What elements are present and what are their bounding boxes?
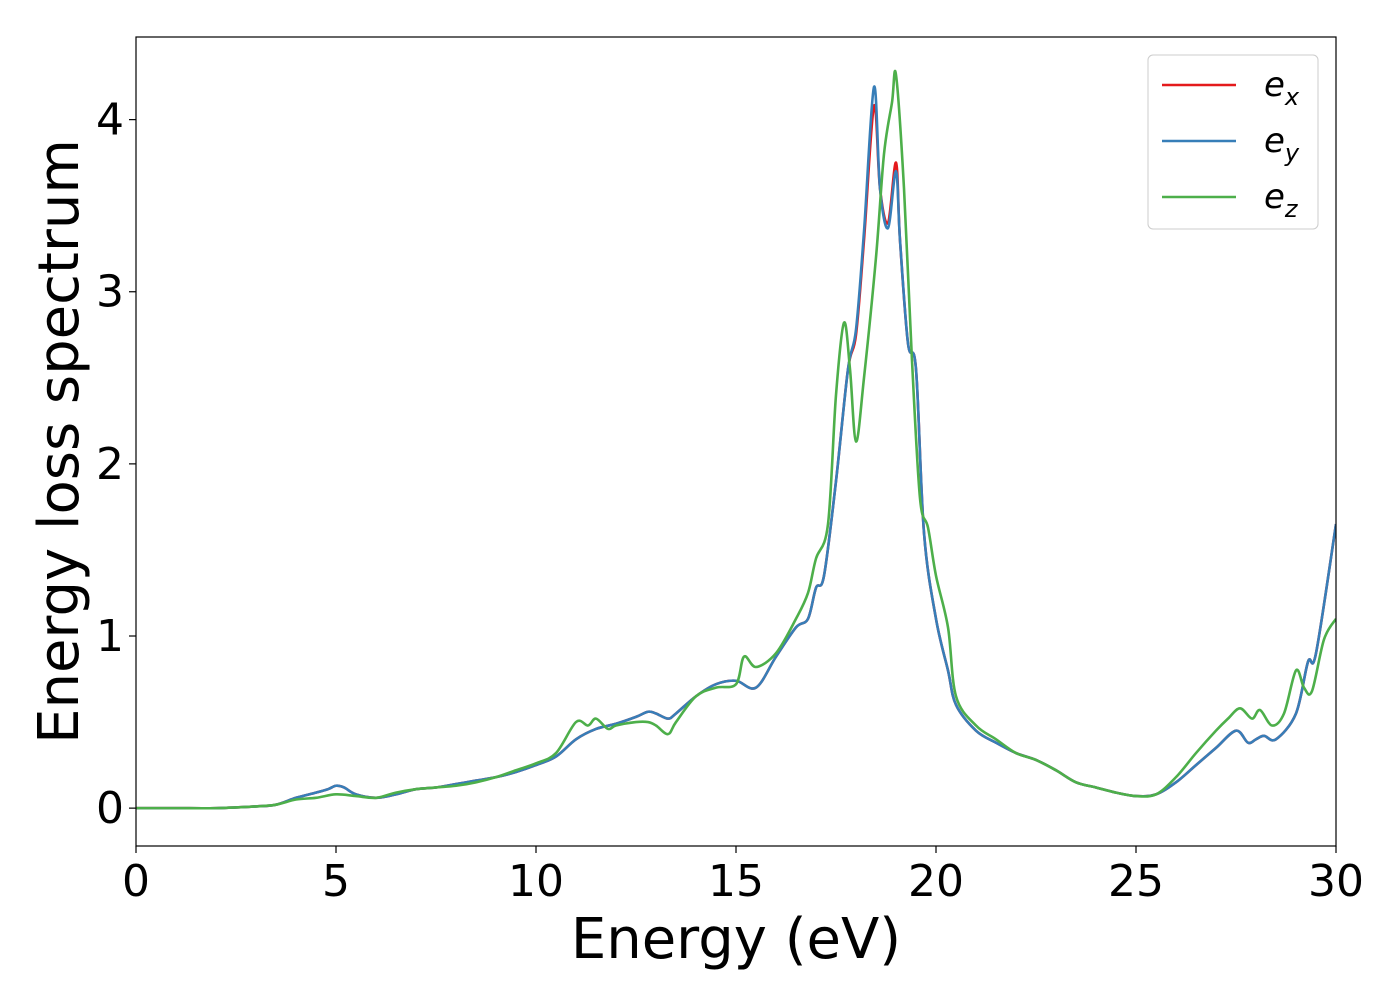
y-axis-title: Energy loss spectrum: [27, 139, 92, 744]
y-tick-label: 1: [96, 611, 124, 662]
y-tick-label: 2: [96, 439, 124, 490]
x-tick-label: 25: [1108, 856, 1164, 907]
x-tick-label: 20: [908, 856, 964, 907]
x-tick-label: 30: [1308, 856, 1364, 907]
x-tick-label: 0: [122, 856, 150, 907]
y-tick-label: 3: [96, 267, 124, 318]
legend-label-z: ez: [1264, 177, 1299, 223]
legend-label-x: ex: [1264, 65, 1300, 111]
series-line-e-z: [136, 69, 1336, 810]
ticks-layer: 0 5 10 15 20 25 30 0 1 2 3 4: [96, 95, 1364, 907]
x-tick-label: 15: [708, 856, 764, 907]
legend-label-y: ey: [1264, 121, 1300, 167]
x-tick-label: 10: [508, 856, 564, 907]
series-layer: [136, 69, 1336, 810]
x-tick-label: 5: [322, 856, 350, 907]
y-tick-label: 0: [96, 783, 124, 834]
legend: ex ey ez: [1147, 54, 1319, 230]
y-tick-label: 4: [96, 95, 124, 146]
x-axis-title: Energy (eV): [571, 907, 901, 972]
